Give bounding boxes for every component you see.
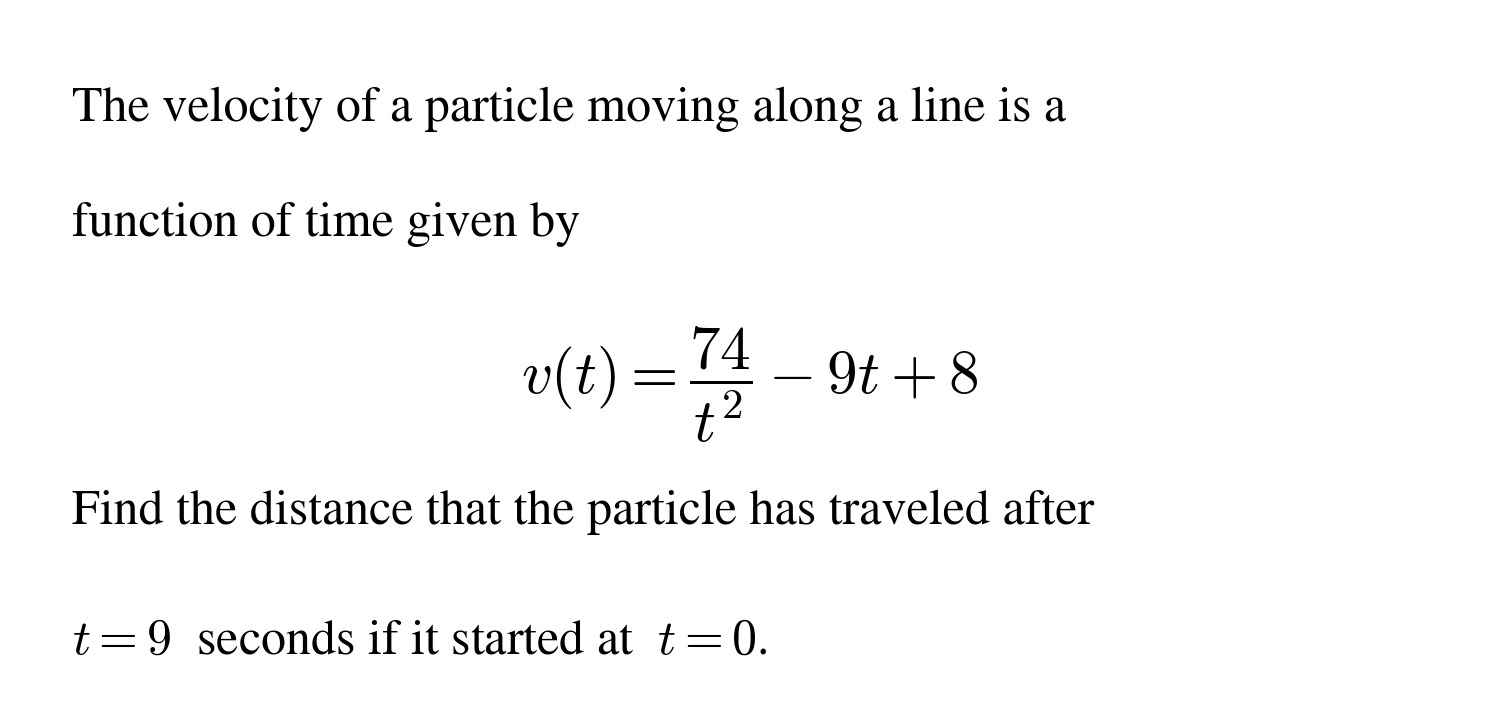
Text: Find the distance that the particle has traveled after: Find the distance that the particle has …	[72, 490, 1094, 535]
Text: The velocity of a particle moving along a line is a: The velocity of a particle moving along …	[72, 86, 1066, 132]
Text: $v(t) = \dfrac{74}{t^2} - 9t + 8$: $v(t) = \dfrac{74}{t^2} - 9t + 8$	[522, 324, 978, 445]
Text: function of time given by: function of time given by	[72, 202, 580, 247]
Text: $t = 9$  seconds if it started at  $t = 0$.: $t = 9$ seconds if it started at $t = 0$…	[72, 619, 768, 665]
